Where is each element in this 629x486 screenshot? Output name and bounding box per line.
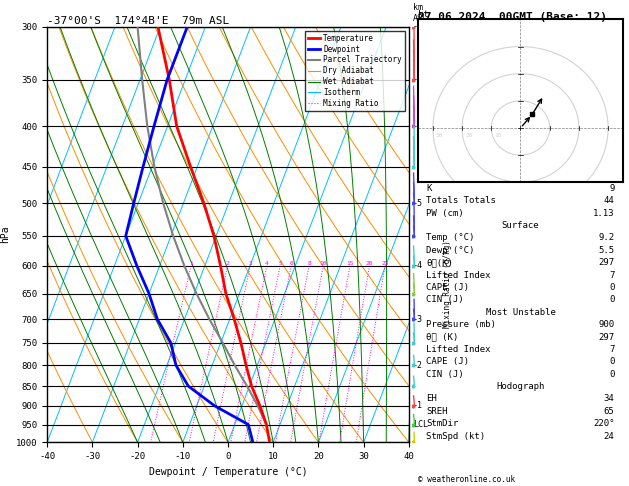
Text: 24: 24 xyxy=(604,432,615,441)
Text: 30: 30 xyxy=(436,134,443,139)
Text: 8: 8 xyxy=(307,261,311,266)
Text: 20: 20 xyxy=(465,134,472,139)
Text: -1: -1 xyxy=(413,401,423,410)
Text: 0: 0 xyxy=(609,370,615,379)
Text: Dewp (°C): Dewp (°C) xyxy=(426,246,475,255)
Text: © weatheronline.co.uk: © weatheronline.co.uk xyxy=(418,474,515,484)
Text: -7: -7 xyxy=(413,75,423,85)
Text: Lifted Index: Lifted Index xyxy=(426,345,491,354)
Text: 15: 15 xyxy=(346,261,353,266)
Text: km
ASL: km ASL xyxy=(413,3,428,22)
Text: StmSpd (kt): StmSpd (kt) xyxy=(426,432,486,441)
Text: Mixing Ratio (g/kg): Mixing Ratio (g/kg) xyxy=(443,241,452,329)
Text: 5: 5 xyxy=(278,261,282,266)
Text: 44: 44 xyxy=(604,196,615,205)
Text: Surface: Surface xyxy=(502,221,539,230)
Text: -3: -3 xyxy=(413,314,423,324)
Text: StmDir: StmDir xyxy=(426,419,459,428)
Text: θᴄ(K): θᴄ(K) xyxy=(426,258,454,267)
Text: 25: 25 xyxy=(381,261,389,266)
Text: 0: 0 xyxy=(609,357,615,366)
Text: 297: 297 xyxy=(598,258,615,267)
Text: 65: 65 xyxy=(604,407,615,416)
Text: CIN (J): CIN (J) xyxy=(426,370,464,379)
Text: 20: 20 xyxy=(365,261,373,266)
Text: 2: 2 xyxy=(226,261,230,266)
Text: 27.06.2024  00GMT (Base: 12): 27.06.2024 00GMT (Base: 12) xyxy=(418,12,607,22)
Text: EH: EH xyxy=(426,395,437,403)
Text: LCL: LCL xyxy=(413,420,428,429)
Text: 0: 0 xyxy=(609,283,615,292)
Text: 9.2: 9.2 xyxy=(598,233,615,243)
Text: -37°00'S  174°4B'E  79m ASL: -37°00'S 174°4B'E 79m ASL xyxy=(47,16,230,26)
Text: Lifted Index: Lifted Index xyxy=(426,271,491,279)
Text: kt: kt xyxy=(418,10,429,19)
Text: 1: 1 xyxy=(189,261,193,266)
Text: Most Unstable: Most Unstable xyxy=(486,308,555,317)
Text: 1.13: 1.13 xyxy=(593,208,615,218)
Text: Hodograph: Hodograph xyxy=(496,382,545,391)
Text: 7: 7 xyxy=(609,271,615,279)
Text: -2: -2 xyxy=(413,361,423,370)
Text: 900: 900 xyxy=(598,320,615,329)
Text: K: K xyxy=(426,184,432,193)
X-axis label: Dewpoint / Temperature (°C): Dewpoint / Temperature (°C) xyxy=(148,467,308,477)
Text: CAPE (J): CAPE (J) xyxy=(426,357,469,366)
Text: CAPE (J): CAPE (J) xyxy=(426,283,469,292)
Text: Temp (°C): Temp (°C) xyxy=(426,233,475,243)
Text: 34: 34 xyxy=(604,395,615,403)
Text: 10: 10 xyxy=(320,261,327,266)
Text: PW (cm): PW (cm) xyxy=(426,208,464,218)
Text: 9: 9 xyxy=(609,184,615,193)
Text: 10: 10 xyxy=(494,134,502,139)
Text: 7: 7 xyxy=(609,345,615,354)
Text: -5: -5 xyxy=(413,199,423,208)
Text: -8: -8 xyxy=(413,22,423,31)
Text: -4: -4 xyxy=(413,261,423,270)
Text: 297: 297 xyxy=(598,332,615,342)
Text: θᴄ (K): θᴄ (K) xyxy=(426,332,459,342)
Text: 6: 6 xyxy=(289,261,293,266)
Text: 220°: 220° xyxy=(593,419,615,428)
Text: CIN (J): CIN (J) xyxy=(426,295,464,304)
Text: Totals Totals: Totals Totals xyxy=(426,196,496,205)
Text: 3: 3 xyxy=(248,261,252,266)
Y-axis label: hPa: hPa xyxy=(1,226,11,243)
Legend: Temperature, Dewpoint, Parcel Trajectory, Dry Adiabat, Wet Adiabat, Isotherm, Mi: Temperature, Dewpoint, Parcel Trajectory… xyxy=(305,31,405,111)
Text: Pressure (mb): Pressure (mb) xyxy=(426,320,496,329)
Text: 4: 4 xyxy=(265,261,269,266)
Text: -6: -6 xyxy=(413,122,423,131)
Text: 0: 0 xyxy=(609,295,615,304)
Text: 5.5: 5.5 xyxy=(598,246,615,255)
Text: SREH: SREH xyxy=(426,407,448,416)
